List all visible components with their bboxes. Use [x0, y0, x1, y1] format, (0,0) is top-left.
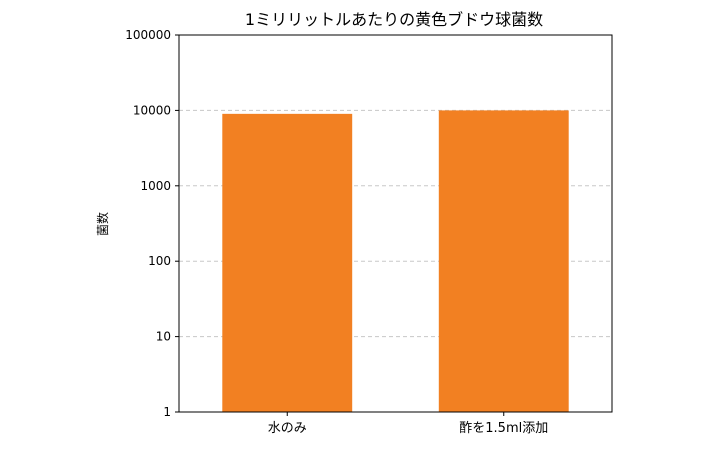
y-tick-label: 100	[148, 254, 171, 268]
y-tick-label: 1000	[140, 179, 171, 193]
chart-title: 1ミリリットルあたりの黄色ブドウ球菌数	[245, 10, 543, 29]
y-tick-label: 100000	[125, 28, 171, 42]
y-tick-label: 1	[163, 405, 171, 419]
y-axis-label: 菌数	[95, 212, 110, 236]
y-tick-label: 10	[156, 330, 171, 344]
x-axis-ticks: 水のみ 酢を1.5ml添加	[268, 412, 548, 436]
bar	[222, 113, 353, 413]
x-tick-label: 水のみ	[268, 421, 307, 436]
x-tick-label: 酢を1.5ml添加	[459, 421, 548, 436]
bars	[222, 110, 569, 413]
y-axis-ticks: 1 10 100 1000 10000 100000	[125, 28, 179, 419]
y-tick-label: 10000	[133, 103, 171, 117]
plot-frame	[178, 34, 613, 413]
bar	[438, 110, 569, 413]
